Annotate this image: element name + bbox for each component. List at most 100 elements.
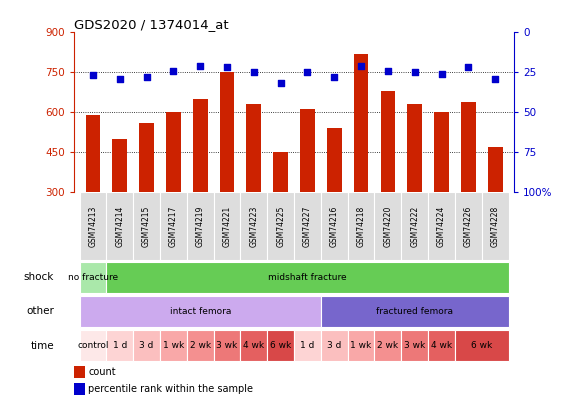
Text: midshaft fracture: midshaft fracture xyxy=(268,273,347,282)
Bar xyxy=(187,192,214,260)
Text: GSM74216: GSM74216 xyxy=(330,205,339,247)
Point xyxy=(437,70,446,77)
Text: fractured femora: fractured femora xyxy=(376,307,453,316)
Text: other: other xyxy=(26,307,54,316)
Text: 3 wk: 3 wk xyxy=(216,341,238,350)
Text: GSM74218: GSM74218 xyxy=(356,205,365,247)
Text: 3 d: 3 d xyxy=(139,341,154,350)
Text: control: control xyxy=(77,341,108,350)
Bar xyxy=(139,123,154,192)
Bar xyxy=(321,330,348,361)
Bar xyxy=(214,330,240,361)
Text: 1 wk: 1 wk xyxy=(163,341,184,350)
Point xyxy=(169,67,178,74)
Bar xyxy=(321,192,348,260)
Text: GSM74217: GSM74217 xyxy=(169,205,178,247)
Text: 4 wk: 4 wk xyxy=(243,341,264,350)
Bar xyxy=(267,192,294,260)
Text: 3 d: 3 d xyxy=(327,341,341,350)
Text: GSM74228: GSM74228 xyxy=(490,205,500,247)
Bar xyxy=(380,91,395,192)
Text: GDS2020 / 1374014_at: GDS2020 / 1374014_at xyxy=(74,18,229,31)
Bar xyxy=(482,192,509,260)
Bar xyxy=(79,192,106,260)
Point xyxy=(223,64,232,71)
Bar xyxy=(294,192,321,260)
Text: no fracture: no fracture xyxy=(68,273,118,282)
Point xyxy=(115,75,124,82)
Text: GSM74215: GSM74215 xyxy=(142,205,151,247)
Bar xyxy=(133,330,160,361)
Text: GSM74220: GSM74220 xyxy=(383,205,392,247)
Bar xyxy=(133,192,160,260)
Bar xyxy=(74,366,85,378)
Bar xyxy=(79,330,106,361)
Bar xyxy=(160,330,187,361)
Text: GSM74221: GSM74221 xyxy=(223,205,232,247)
Bar xyxy=(220,72,235,192)
Point xyxy=(276,80,286,87)
Point xyxy=(383,67,392,74)
Text: 4 wk: 4 wk xyxy=(431,341,452,350)
Point xyxy=(89,72,98,79)
Bar xyxy=(353,53,368,192)
Text: GSM74224: GSM74224 xyxy=(437,205,446,247)
Point xyxy=(142,74,151,80)
Text: 6 wk: 6 wk xyxy=(471,341,492,350)
Point xyxy=(303,69,312,75)
Text: GSM74214: GSM74214 xyxy=(115,205,124,247)
Bar xyxy=(247,104,261,192)
Text: 1 d: 1 d xyxy=(300,341,315,350)
Bar xyxy=(214,192,240,260)
Bar xyxy=(112,139,127,192)
Bar xyxy=(375,330,401,361)
Text: 1 d: 1 d xyxy=(112,341,127,350)
Bar xyxy=(86,115,100,192)
Bar xyxy=(401,330,428,361)
Text: 2 wk: 2 wk xyxy=(190,341,211,350)
Text: count: count xyxy=(89,367,116,377)
Bar xyxy=(160,192,187,260)
Bar xyxy=(294,330,321,361)
Bar xyxy=(321,296,509,327)
Point xyxy=(410,69,419,75)
Bar xyxy=(348,330,375,361)
Text: percentile rank within the sample: percentile rank within the sample xyxy=(89,384,254,394)
Text: GSM74225: GSM74225 xyxy=(276,205,285,247)
Bar xyxy=(106,192,133,260)
Text: GSM74223: GSM74223 xyxy=(250,205,258,247)
Bar xyxy=(240,330,267,361)
Bar xyxy=(274,152,288,192)
Bar xyxy=(488,147,502,192)
Text: GSM74222: GSM74222 xyxy=(410,205,419,247)
Bar xyxy=(348,192,375,260)
Bar xyxy=(434,112,449,192)
Bar xyxy=(428,330,455,361)
Bar xyxy=(455,192,482,260)
Point xyxy=(329,74,339,80)
Text: GSM74226: GSM74226 xyxy=(464,205,473,247)
Point xyxy=(490,75,500,82)
Bar xyxy=(79,296,321,327)
Point xyxy=(464,64,473,71)
Bar xyxy=(193,99,208,192)
Point xyxy=(250,69,259,75)
Text: shock: shock xyxy=(24,272,54,282)
Text: intact femora: intact femora xyxy=(170,307,231,316)
Bar xyxy=(428,192,455,260)
Text: GSM74227: GSM74227 xyxy=(303,205,312,247)
Bar xyxy=(79,262,106,293)
Bar xyxy=(455,330,509,361)
Bar xyxy=(74,383,85,395)
Point xyxy=(356,63,365,69)
Bar xyxy=(461,102,476,192)
Text: 1 wk: 1 wk xyxy=(351,341,372,350)
Text: GSM74219: GSM74219 xyxy=(196,205,205,247)
Bar xyxy=(300,109,315,192)
Text: 6 wk: 6 wk xyxy=(270,341,291,350)
Bar xyxy=(327,128,341,192)
Text: 3 wk: 3 wk xyxy=(404,341,425,350)
Text: 2 wk: 2 wk xyxy=(377,341,399,350)
Point xyxy=(196,63,205,69)
Bar xyxy=(267,330,294,361)
